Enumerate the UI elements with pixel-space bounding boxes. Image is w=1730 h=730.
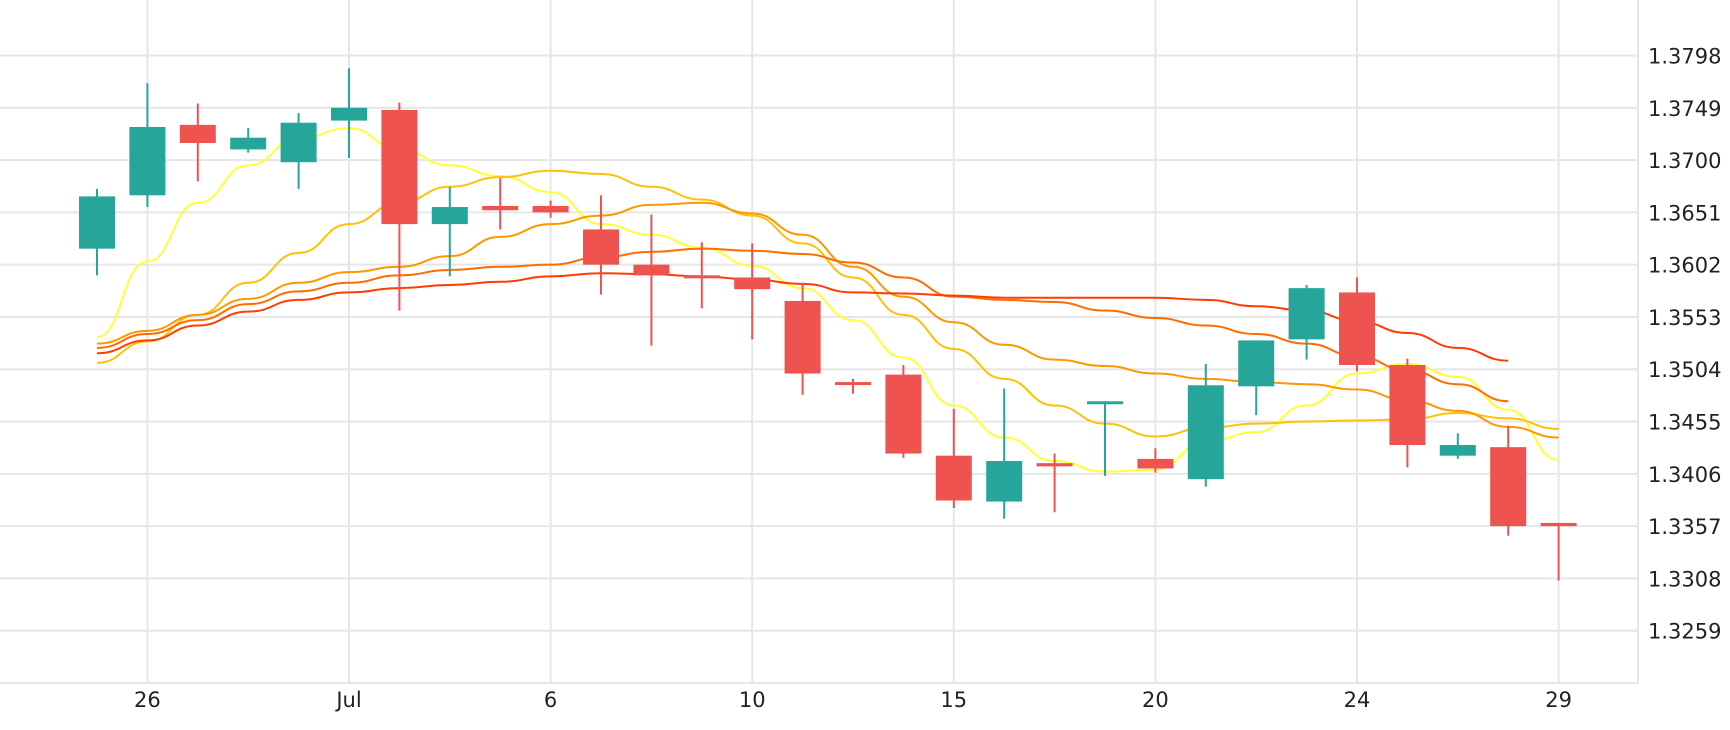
candle-body [1339, 292, 1375, 365]
x-tick-label: 6 [544, 688, 557, 712]
y-tick-label: 1.3798 [1648, 44, 1721, 68]
candle-body [683, 275, 720, 279]
y-tick-label: 1.3700 [1648, 149, 1721, 173]
candle-body [482, 205, 519, 211]
y-tick-label: 1.3357 [1648, 515, 1721, 539]
candle-body [331, 107, 367, 121]
moving-average-line [96, 169, 1559, 438]
x-tick-label: 26 [134, 688, 161, 712]
y-tick-label: 1.3455 [1648, 411, 1721, 435]
y-tick-label: 1.3749 [1648, 97, 1721, 121]
y-tick-label: 1.3553 [1648, 306, 1721, 330]
x-tick-label: 15 [940, 688, 967, 712]
candles [79, 68, 1577, 581]
candle-body [1540, 522, 1577, 527]
x-tick-label: 29 [1545, 688, 1572, 712]
y-tick-label: 1.3504 [1648, 358, 1721, 382]
candle-body [1288, 288, 1325, 340]
candle-body [1490, 447, 1527, 527]
candle-body [633, 264, 670, 276]
candle-body [784, 300, 821, 374]
y-axis-tick-labels: 1.3798 1.3749 1.3700 1.3651 1.3602 1.3553 1.35… [1648, 44, 1721, 643]
candle-body [1389, 364, 1426, 446]
y-tick-label: 1.3308 [1648, 567, 1721, 591]
y-tick-label: 1.3406 [1648, 463, 1721, 487]
y-tick-label: 1.3602 [1648, 254, 1721, 278]
moving-average-line [96, 247, 1509, 403]
candle-body [835, 382, 871, 386]
axis-lines [0, 0, 1639, 684]
x-axis-tick-labels: 26 Jul 6 10 15 20 24 29 [134, 688, 1572, 712]
y-tick-label: 1.3259 [1648, 620, 1721, 644]
candle-body [431, 207, 468, 225]
x-tick-label: 20 [1142, 688, 1169, 712]
candle-body [1238, 340, 1275, 387]
candle-body [129, 126, 166, 196]
candle-body [1087, 401, 1123, 405]
x-tick-label: 24 [1344, 688, 1371, 712]
candle-body [381, 109, 418, 225]
candle-body [230, 137, 267, 150]
candle-body [885, 374, 922, 454]
x-tick-label: 10 [739, 688, 766, 712]
candle-body [179, 124, 216, 144]
candle-body [1187, 385, 1224, 480]
candle-body [935, 455, 972, 501]
candle-body [1036, 463, 1073, 467]
y-tick-label: 1.3651 [1648, 201, 1721, 225]
candle-body [79, 196, 115, 249]
candle-body [1137, 458, 1174, 469]
moving-average-line [96, 201, 1559, 439]
moving-average-line [96, 127, 1559, 473]
candle-body [734, 277, 771, 290]
candle-body [583, 229, 619, 265]
candle-body [986, 461, 1023, 502]
candle-body [532, 205, 569, 213]
x-tick-label: Jul [334, 688, 361, 712]
candle-body [280, 122, 317, 163]
candle-body [1439, 445, 1476, 456]
